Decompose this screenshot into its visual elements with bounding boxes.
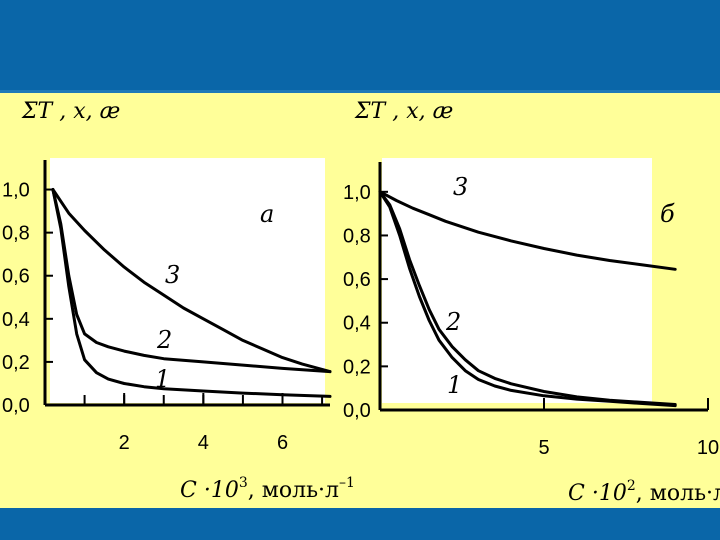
y-tick-label: 0,2 bbox=[2, 352, 30, 374]
x-axis-title: C ·103, моль·л–1 bbox=[180, 475, 355, 503]
y-tick-label: 0,8 bbox=[343, 225, 371, 247]
y-axis-title: ΣT , x, æ bbox=[21, 99, 120, 124]
x-axis-title: C ·102, моль·л–1 bbox=[568, 478, 720, 506]
y-tick-label: 0,4 bbox=[343, 313, 371, 335]
series-label-1: 1 bbox=[155, 365, 170, 393]
plot-area bbox=[50, 158, 325, 403]
series-label-2: 2 bbox=[156, 326, 172, 354]
x-axis-title-part: 2 bbox=[627, 478, 636, 494]
series-label-3: 3 bbox=[453, 173, 468, 201]
series-line-1 bbox=[51, 188, 332, 398]
x-tick-label: 6 bbox=[277, 432, 288, 454]
y-tick-label: 0,0 bbox=[2, 395, 30, 417]
y-tick-label: 0,2 bbox=[343, 356, 371, 378]
footer-band bbox=[0, 508, 720, 540]
x-tick-label: 10 bbox=[697, 437, 719, 459]
y-tick-label: 0,6 bbox=[2, 266, 30, 288]
x-axis-title-part: , моль·л bbox=[248, 478, 339, 503]
y-tick-label: 0,0 bbox=[343, 400, 371, 422]
x-axis-title-part: –1 bbox=[339, 475, 355, 491]
series-label-1: 1 bbox=[447, 371, 462, 399]
x-axis-title-part: , моль·л bbox=[636, 481, 720, 506]
x-axis-title-part: 3 bbox=[239, 475, 248, 491]
x-axis-title-part: C ·10 bbox=[180, 478, 239, 503]
panel-letter: a bbox=[260, 200, 274, 228]
series-line-3 bbox=[51, 188, 332, 374]
x-tick-label: 2 bbox=[119, 432, 130, 454]
series-line-3 bbox=[378, 190, 677, 271]
header-band bbox=[0, 0, 720, 90]
series-label-2: 2 bbox=[445, 308, 461, 336]
plot-area bbox=[382, 158, 652, 403]
y-tick-label: 0,4 bbox=[2, 309, 30, 331]
x-tick-label: 5 bbox=[538, 437, 549, 459]
y-tick-label: 0,6 bbox=[343, 269, 371, 291]
x-axis-title-part: C ·10 bbox=[568, 481, 627, 506]
y-tick-label: 1,0 bbox=[2, 180, 30, 202]
x-tick-label: 4 bbox=[198, 432, 209, 454]
header-divider bbox=[0, 90, 720, 93]
series-label-3: 3 bbox=[165, 261, 180, 289]
series-line-2 bbox=[51, 188, 332, 374]
series-line-2 bbox=[378, 190, 677, 406]
y-axis-title: ΣT , x, æ bbox=[354, 99, 453, 124]
series-line-1 bbox=[378, 190, 677, 408]
y-tick-label: 1,0 bbox=[343, 182, 371, 204]
panel-letter: б bbox=[660, 200, 675, 228]
y-tick-label: 0,8 bbox=[2, 223, 30, 245]
